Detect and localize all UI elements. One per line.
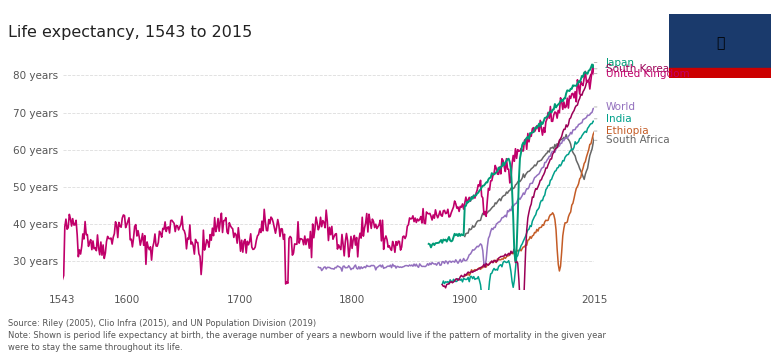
- Text: South Africa: South Africa: [606, 135, 669, 145]
- Text: Note: Shown is period life expectancy at birth, the average number of years a ne: Note: Shown is period life expectancy at…: [8, 331, 606, 340]
- Bar: [669, 68, 771, 78]
- Text: Ethiopia: Ethiopia: [606, 126, 649, 136]
- Text: Life expectancy, 1543 to 2015: Life expectancy, 1543 to 2015: [8, 25, 252, 40]
- Text: Source: Riley (2005), Clio Infra (2015), and UN Population Division (2019): Source: Riley (2005), Clio Infra (2015),…: [8, 319, 316, 327]
- Text: World: World: [606, 102, 636, 112]
- Text: Japan: Japan: [606, 57, 635, 68]
- Text: South Korea: South Korea: [606, 64, 669, 74]
- Text: 🗺: 🗺: [716, 36, 724, 50]
- Text: were to stay the same throughout its life.: were to stay the same throughout its lif…: [8, 343, 182, 352]
- Text: United Kingdom: United Kingdom: [606, 69, 690, 79]
- Text: India: India: [606, 114, 632, 124]
